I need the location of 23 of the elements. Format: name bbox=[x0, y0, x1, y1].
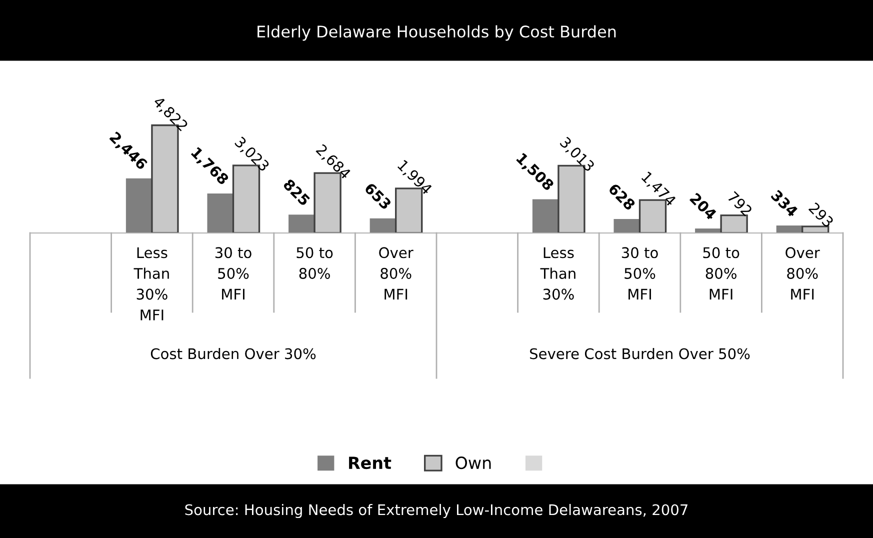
x-tick-label: 50 to 80% bbox=[296, 247, 333, 279]
bar bbox=[126, 178, 152, 233]
legend-label: Own bbox=[456, 456, 491, 470]
x-tick-label: 50 to 80% MFI bbox=[703, 247, 740, 300]
legend-label: Rent bbox=[349, 456, 392, 470]
chart-title: Elderly Delaware Households by Cost Burden bbox=[258, 25, 616, 41]
bar bbox=[614, 218, 640, 233]
x-tick-label: Over 80% MFI bbox=[786, 247, 820, 300]
text: Severe Cost Burden Over 50% bbox=[530, 348, 750, 360]
data-label: 293 bbox=[808, 202, 834, 228]
x-tick-label: 30 to 50% MFI bbox=[622, 247, 658, 300]
source-note: Source: Housing Needs of Extremely Low-Income Delawareans, 2007 bbox=[185, 504, 688, 518]
bar bbox=[802, 226, 830, 233]
x-tick-label: Less Than 30% MFI bbox=[134, 247, 169, 320]
bar bbox=[776, 226, 802, 233]
bar bbox=[207, 193, 234, 233]
text: Cost Burden Over 30% bbox=[150, 348, 316, 360]
x-tick-label: Less Than 30% bbox=[540, 247, 576, 300]
bar bbox=[532, 199, 558, 233]
bar bbox=[370, 218, 396, 233]
x-tick-label: Over 80% MFI bbox=[379, 247, 414, 300]
x-tick-label: 30 to 50% MFI bbox=[215, 247, 252, 300]
bar bbox=[288, 214, 315, 233]
